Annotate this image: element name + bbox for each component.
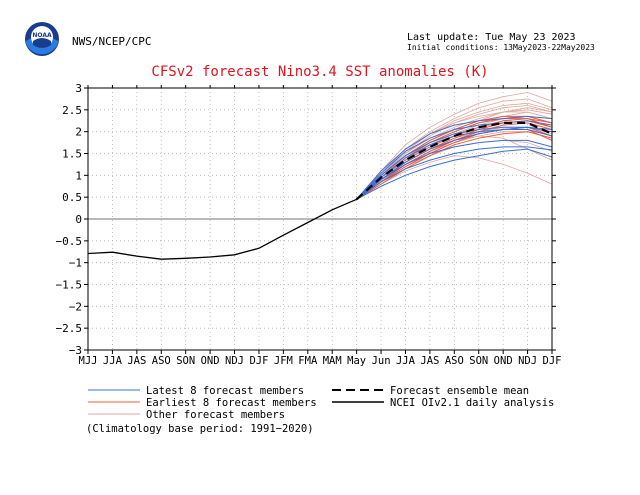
y-tick-label: −1.5 — [56, 279, 83, 292]
legend-label-other: Other forecast members — [146, 409, 285, 421]
other-member-line — [356, 135, 553, 200]
x-tick-label: MAM — [323, 355, 342, 367]
x-tick-label: MJJ — [79, 355, 98, 367]
y-tick-label: 2.5 — [62, 104, 82, 117]
latest-member-line — [356, 115, 553, 200]
earliest-member-line — [356, 122, 553, 200]
other-member-line — [356, 109, 553, 200]
y-tick-label: −0.5 — [56, 235, 83, 248]
other-member-line — [356, 111, 553, 200]
x-tick-label: NDJ — [225, 355, 244, 367]
x-tick-label: JJA — [103, 355, 123, 367]
x-tick-label: ASO — [152, 355, 171, 367]
legend-label-mean: Forecast ensemble mean — [390, 385, 529, 397]
y-tick-label: −3 — [69, 344, 82, 357]
ensemble-mean-line — [355, 121, 553, 201]
other-member-line — [356, 155, 553, 200]
earliest-member-line — [356, 131, 553, 200]
earliest-member-line — [356, 118, 553, 200]
y-tick-label: 2 — [75, 126, 82, 139]
earliest-member-line — [356, 118, 553, 200]
legend-label-earliest: Earliest 8 forecast members — [146, 397, 317, 409]
gridlines — [88, 88, 552, 350]
x-tick-label: DJF — [543, 355, 562, 367]
x-tick-label: JJA — [396, 355, 416, 367]
other-member-line — [356, 98, 553, 200]
legend-label-latest: Latest 8 forecast members — [146, 385, 304, 397]
x-tick-label: OND — [201, 355, 220, 367]
x-tick-label: Jun — [372, 355, 391, 367]
y-tick-label: −2 — [69, 300, 82, 313]
y-tick-label: 0 — [75, 213, 82, 226]
x-tick-label: JAS — [420, 355, 439, 367]
x-tick-label: May — [347, 355, 366, 367]
y-tick-label: −2.5 — [56, 322, 83, 335]
last-update: Last update: Tue May 23 2023 — [407, 32, 576, 43]
x-tick-label: ASO — [445, 355, 464, 367]
x-tick-label: DJF — [249, 355, 268, 367]
noaa-logo: NOAA — [24, 21, 60, 57]
y-axis: −3 −2.5 −2 −1.5 −1 −0.5 0 0.5 1 1.5 2 2.5 3 — [56, 82, 556, 357]
x-tick-label: JAS — [127, 355, 146, 367]
latest-member-line — [356, 139, 553, 200]
climatology-footnote: (Climatology base period: 1991−2020) — [86, 423, 314, 435]
x-tick-label: JFM — [274, 355, 293, 367]
latest-member-line — [356, 126, 553, 200]
agency-name: NWS/NCEP/CPC — [72, 35, 152, 48]
x-tick-label: SON — [176, 355, 195, 367]
y-tick-label: 0.5 — [62, 191, 82, 204]
x-tick-label: NDJ — [518, 355, 537, 367]
latest-member-line — [356, 126, 553, 200]
latest-member-line — [356, 146, 553, 200]
analysis-line — [87, 198, 357, 260]
chart-title: CFSv2 forecast Nino3.4 SST anomalies (K) — [151, 64, 489, 80]
x-tick-label: OND — [494, 355, 513, 367]
y-tick-label: −1 — [69, 257, 82, 270]
latest-member-line — [356, 148, 553, 200]
logo-text: NOAA — [32, 32, 52, 39]
x-tick-label: SON — [469, 355, 488, 367]
initial-conditions: Initial conditions: 13May2023-22May2023 — [407, 43, 595, 52]
y-tick-label: 3 — [75, 82, 82, 95]
other-member-line — [356, 91, 553, 200]
y-tick-label: 1 — [75, 169, 82, 182]
y-tick-label: 1.5 — [62, 148, 82, 161]
latest-member-line — [356, 120, 553, 200]
x-axis: MJJ JJA JAS ASO SON OND NDJ DJF JFM FMA MAM May Jun J… — [79, 85, 562, 367]
x-tick-label: FMA — [298, 355, 318, 367]
legend-label-analysis: NCEI OIv2.1 daily analysis — [390, 397, 554, 409]
